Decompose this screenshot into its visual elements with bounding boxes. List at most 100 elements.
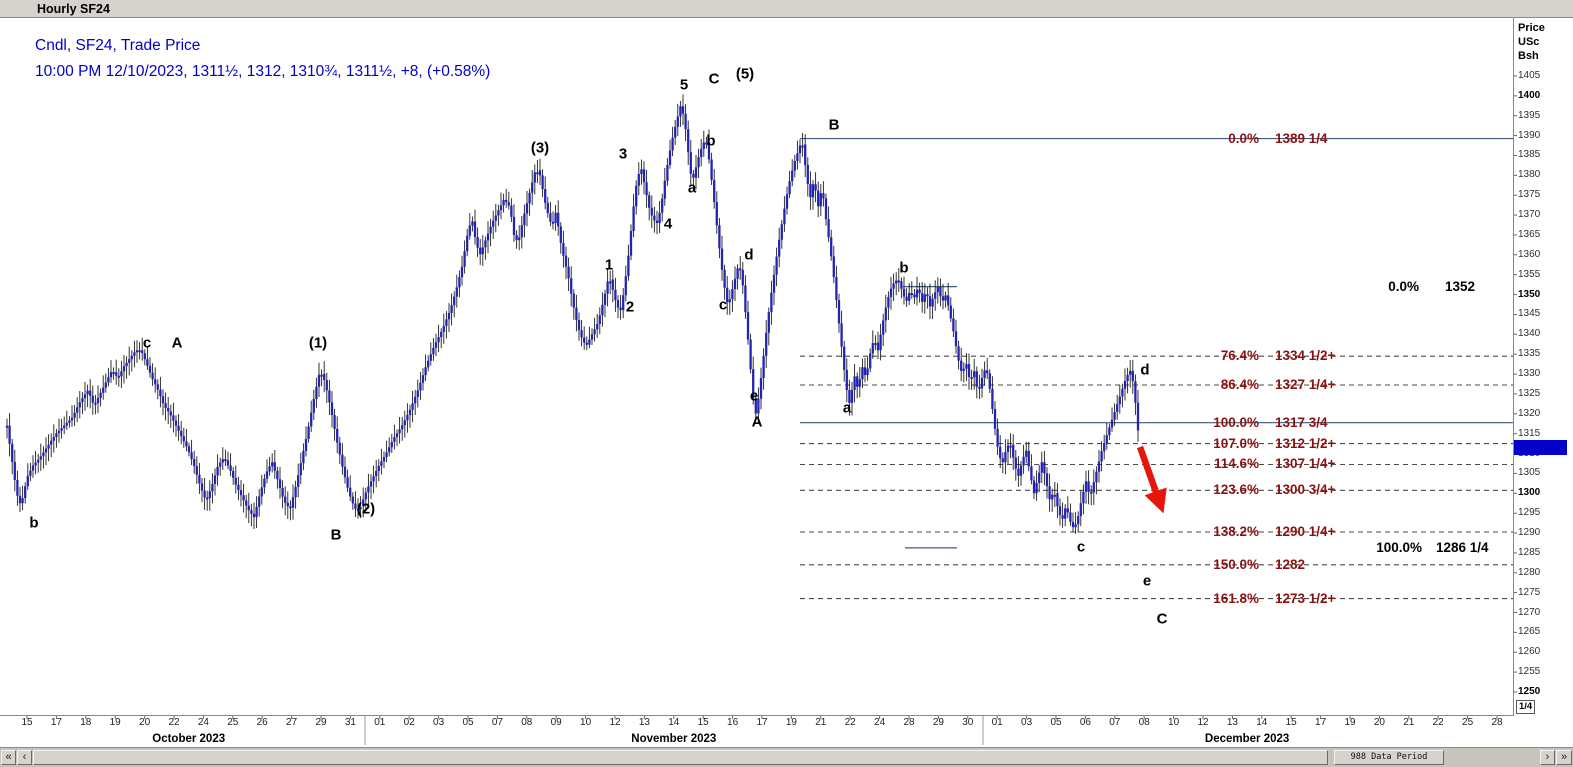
chart-header: Cndl, SF24, Trade Price 10:00 PM 12/10/2… [35, 33, 490, 85]
date-tick-label: 08 [521, 717, 533, 728]
wave-label-b[interactable]: b [899, 259, 909, 277]
price-axis-divider [1513, 18, 1514, 715]
fib-level-label[interactable]: 100.0% 1286 1/4 [1368, 539, 1489, 556]
date-tick-label: 24 [197, 717, 209, 728]
date-tick-label: 17 [756, 717, 768, 728]
wave-label-d[interactable]: d [1140, 361, 1150, 379]
wave-label-4[interactable]: 4 [663, 215, 673, 233]
fib-level-label[interactable]: 0.0% 1352 [1365, 279, 1475, 295]
scrollbar-thumb[interactable] [33, 750, 1328, 765]
price-tick-label: 1345 [1518, 308, 1541, 320]
fib-price: 1273 1/2+ [1275, 590, 1336, 606]
price-tick-label: 1340 [1518, 328, 1541, 340]
date-tick-label: 07 [491, 717, 503, 728]
wave-label-B[interactable]: B [828, 116, 840, 134]
wave-label-e[interactable]: e [749, 387, 759, 405]
date-tick-label: 29 [932, 717, 944, 728]
fib-level-label[interactable]: 86.4% 1327 1/4+ [1205, 376, 1336, 393]
date-tick-label: 21 [815, 717, 827, 728]
price-tick-label: 1320 [1518, 407, 1541, 419]
date-tick-label: 29 [315, 717, 327, 728]
price-tick-label: 1370 [1518, 209, 1541, 221]
date-tick-label: 25 [1462, 717, 1474, 728]
wave-label-d[interactable]: d [744, 246, 754, 264]
wave-label-p5p[interactable]: (5) [735, 65, 755, 83]
wave-label-p3p[interactable]: (3) [530, 139, 550, 157]
wave-label-2[interactable]: 2 [625, 298, 635, 316]
wave-label-A[interactable]: A [751, 413, 763, 431]
price-tick-label: 1405 [1518, 70, 1541, 81]
date-tick-label: 07 [1109, 717, 1121, 728]
date-tick-label: 30 [962, 717, 974, 728]
scroll-far-left-button[interactable]: « [1, 750, 16, 765]
fib-level-label[interactable]: 114.6% 1307 1/4+ [1205, 456, 1335, 472]
date-tick-label: 22 [1432, 717, 1444, 728]
fib-level-label[interactable]: 0.0% 1389 1/4 [1205, 130, 1328, 147]
wave-label-a[interactable]: a [842, 399, 852, 417]
scroll-left-button[interactable]: ‹ [17, 750, 32, 765]
date-tick-label: 15 [697, 717, 709, 728]
month-label: October 2023 [152, 733, 226, 745]
wave-label-3[interactable]: 3 [618, 145, 628, 163]
fib-level-label[interactable]: 150.0% 1282 [1205, 557, 1305, 573]
wave-label-b[interactable]: b [29, 514, 39, 532]
date-tick-label: 17 [1315, 717, 1327, 728]
fib-percent: 0.0% [1228, 130, 1259, 146]
window-titlebar[interactable]: Hourly SF24 [0, 0, 1573, 18]
wave-label-1[interactable]: 1 [604, 256, 614, 274]
date-tick-label: 15 [1285, 717, 1297, 728]
fib-level-label[interactable]: 100.0% 1317 3/4 [1205, 414, 1328, 431]
wave-label-c[interactable]: c [142, 334, 152, 352]
fib-level-label[interactable]: 138.2% 1290 1/4+ [1205, 524, 1335, 540]
price-tick-label: 1315 [1518, 427, 1541, 439]
wave-label-A[interactable]: A [171, 334, 183, 352]
price-tick-label: 1255 [1518, 666, 1541, 678]
price-tick-label: 1395 [1518, 109, 1541, 121]
date-tick-label: 15 [21, 717, 33, 728]
price-tick-label: 1290 [1518, 527, 1541, 539]
scroll-right-button[interactable]: › [1540, 750, 1555, 765]
wave-label-B[interactable]: B [330, 526, 342, 544]
fib-percent: 150.0% [1213, 556, 1259, 572]
date-tick-label: 14 [668, 717, 680, 728]
wave-label-p1p[interactable]: (1) [308, 334, 328, 352]
fib-level-label[interactable]: 76.4% 1334 1/2+ [1205, 348, 1336, 364]
date-tick-label: 02 [403, 717, 415, 728]
fib-price: 1389 1/4 [1275, 130, 1328, 146]
price-tick-label: 1250 [1518, 686, 1541, 697]
fib-percent: 114.6% [1213, 456, 1259, 472]
wave-label-p2p[interactable]: (2) [356, 500, 376, 518]
price-tick-label: 1375 [1518, 189, 1541, 201]
date-tick-label: 19 [785, 717, 797, 728]
data-period-button[interactable]: 988 Data Period [1334, 750, 1444, 765]
date-axis-divider [0, 715, 1514, 716]
fib-price: 1300 3/4+ [1275, 482, 1336, 498]
wave-label-5[interactable]: 5 [679, 76, 689, 94]
fib-retracement-lines [800, 138, 1513, 600]
wave-label-C[interactable]: C [1156, 610, 1168, 628]
wave-label-b[interactable]: b [706, 132, 716, 150]
fib-price: 1286 1/4 [1436, 539, 1489, 555]
date-tick-label: 27 [286, 717, 298, 728]
price-tick-label: 1360 [1518, 248, 1541, 260]
axis-unit-price: Price [1518, 22, 1545, 34]
fib-price: 1317 3/4 [1275, 414, 1328, 430]
wave-label-c[interactable]: c [1076, 538, 1086, 556]
fib-level-label[interactable]: 161.8% 1273 1/2+ [1205, 591, 1335, 607]
wave-label-C[interactable]: C [708, 70, 720, 88]
date-tick-label: 03 [1021, 717, 1033, 728]
wave-label-c[interactable]: c [718, 296, 728, 314]
wave-label-e[interactable]: e [1142, 572, 1152, 590]
fib-level-label[interactable]: 123.6% 1300 3/4+ [1205, 482, 1335, 498]
scroll-far-right-button[interactable]: » [1556, 750, 1572, 765]
date-tick-label: 19 [1344, 717, 1356, 728]
horizontal-scrollbar[interactable]: « ‹ 988 Data Period › » [0, 747, 1573, 767]
date-tick-label: 22 [168, 717, 180, 728]
date-tick-label: 31 [344, 717, 356, 728]
price-tick-label: 1390 [1518, 129, 1541, 141]
quote-line: 10:00 PM 12/10/2023, 1311½, 1312, 1310¾,… [35, 63, 491, 80]
fib-level-label[interactable]: 107.0% 1312 1/2+ [1205, 436, 1335, 452]
price-tick-label: 1380 [1518, 169, 1541, 181]
wave-label-a[interactable]: a [687, 179, 697, 197]
fib-price: 1327 1/4+ [1275, 376, 1336, 392]
